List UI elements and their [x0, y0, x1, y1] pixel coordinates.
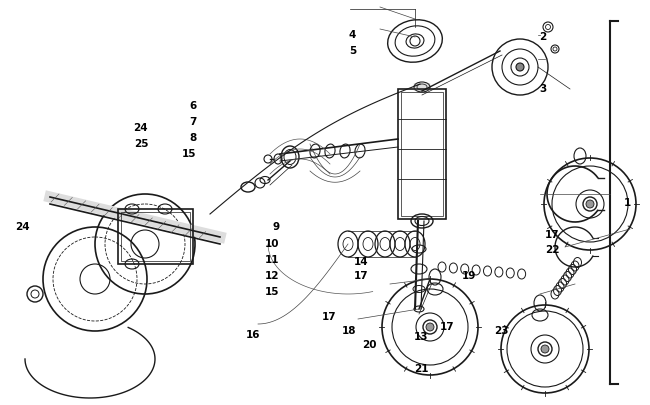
Text: 24: 24	[14, 222, 29, 232]
Circle shape	[586, 200, 594, 209]
Circle shape	[516, 64, 524, 72]
Circle shape	[426, 323, 434, 331]
Text: 16: 16	[246, 329, 260, 339]
Text: 10: 10	[265, 238, 280, 248]
Text: 6: 6	[189, 100, 196, 110]
Text: 21: 21	[415, 364, 429, 373]
Circle shape	[541, 345, 549, 353]
Text: 22: 22	[545, 244, 559, 254]
Text: 13: 13	[414, 331, 428, 341]
Text: 3: 3	[540, 84, 547, 94]
Text: 24: 24	[134, 123, 148, 132]
Text: 2: 2	[540, 32, 547, 41]
Text: 19: 19	[462, 271, 476, 280]
Text: 17: 17	[545, 230, 559, 240]
Bar	[401, 93, 443, 216]
Bar	[118, 209, 193, 264]
Text: 18: 18	[342, 325, 356, 335]
Text: 5: 5	[349, 46, 356, 55]
Text: 25: 25	[134, 139, 148, 149]
Text: 11: 11	[265, 254, 280, 264]
Text: 1: 1	[624, 198, 631, 207]
Text: 17: 17	[354, 271, 369, 280]
Text: 23: 23	[494, 325, 508, 335]
Text: 20: 20	[363, 339, 377, 349]
Text: 17: 17	[322, 311, 337, 321]
Text: 8: 8	[189, 133, 196, 143]
Text: 17: 17	[439, 321, 454, 331]
Text: 15: 15	[265, 287, 280, 296]
Bar	[121, 213, 190, 261]
Bar	[398, 90, 446, 220]
Text: 15: 15	[182, 149, 196, 159]
Text: 4: 4	[349, 30, 356, 39]
Text: 12: 12	[265, 271, 280, 280]
Text: 9: 9	[272, 222, 280, 232]
Text: 14: 14	[354, 256, 369, 266]
Text: 7: 7	[189, 117, 196, 126]
